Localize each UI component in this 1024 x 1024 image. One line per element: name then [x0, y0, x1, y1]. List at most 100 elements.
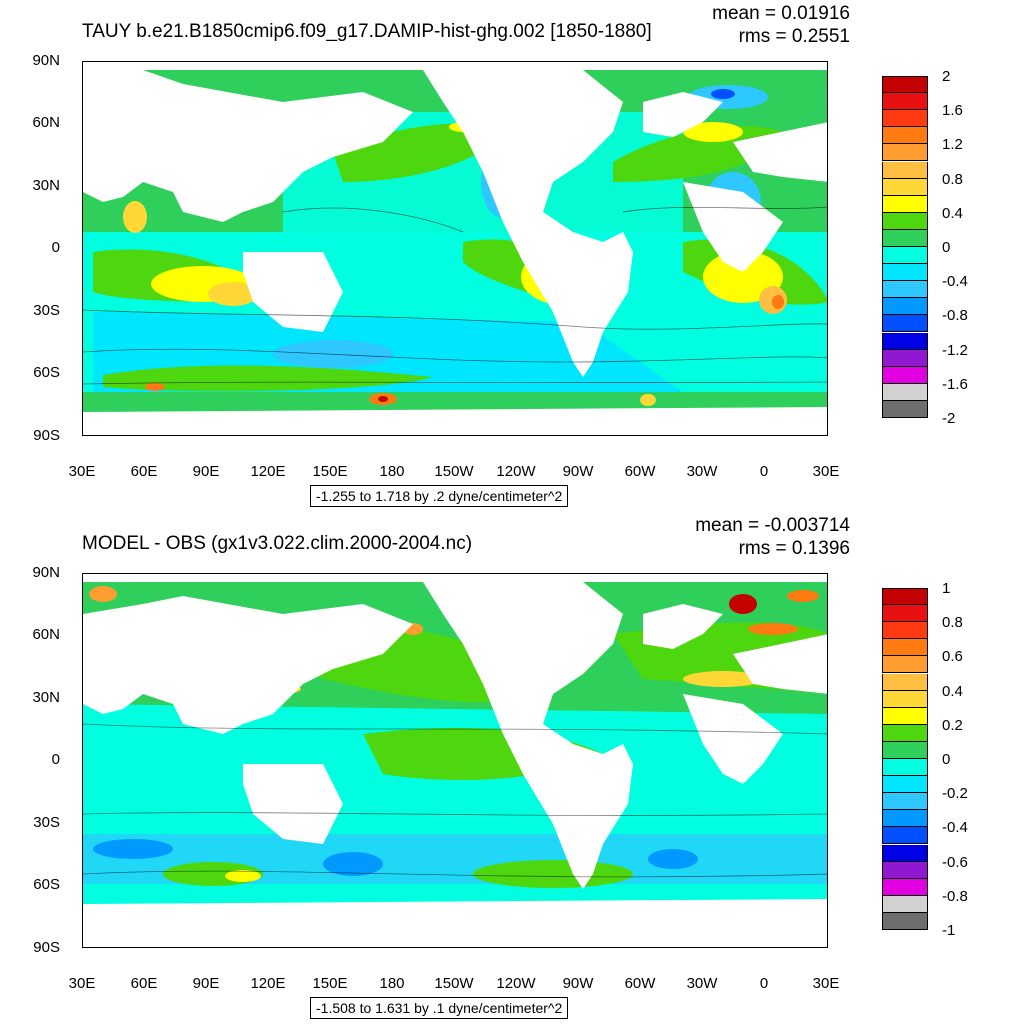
colorbar-swatch	[882, 810, 928, 828]
lon-tick: 90E	[192, 463, 220, 480]
lon-tick: 150E	[312, 463, 348, 480]
colorbar-label: -0.6	[942, 853, 968, 871]
colorbar-label: -1	[942, 922, 956, 939]
colorbar-swatch	[882, 332, 928, 350]
colorbar-label: 0.4	[942, 204, 963, 222]
colorbar-swatch	[882, 861, 928, 879]
lon-tick: 60W	[624, 975, 656, 992]
rms-value: rms = 0.2551	[738, 26, 850, 47]
colorbar-swatch	[882, 178, 928, 196]
colorbar-swatch	[882, 110, 928, 128]
colorbar-swatch	[882, 349, 928, 367]
colorbar-swatch	[882, 264, 928, 282]
chart-title: MODEL - OBS (gx1v3.022.clim.2000-2004.nc…	[82, 533, 473, 554]
contour-info: -1.508 to 1.631 by .1 dyne/centimeter^2	[310, 997, 569, 1019]
top-panel: TAUY b.e21.B1850cmip6.f09_g17.DAMIP-hist…	[32, 3, 968, 507]
ocean-field-map	[83, 62, 827, 435]
colorbar-swatch	[882, 622, 928, 640]
colorbar-swatch	[882, 912, 928, 930]
lat-tick: 90N	[32, 564, 60, 581]
colorbar-swatch	[882, 707, 928, 725]
colorbar-label: -0.4	[942, 819, 968, 837]
colorbar-label: -0.4	[942, 273, 968, 291]
colorbar-swatch	[882, 366, 928, 384]
colorbar-label: 0.8	[942, 170, 963, 188]
lon-tick: 90E	[192, 975, 220, 992]
colorbar-swatch	[882, 315, 928, 333]
lat-tick: 60N	[32, 114, 60, 131]
colorbar-swatch	[882, 878, 928, 896]
colorbar-swatch	[882, 298, 928, 316]
lon-tick: 150W	[434, 975, 474, 992]
colorbar-swatch	[882, 229, 928, 247]
colorbar-swatch	[882, 656, 928, 674]
lon-tick: 120W	[496, 975, 536, 992]
contour-info: -1.255 to 1.718 by .2 dyne/centimeter^2	[310, 485, 569, 507]
lat-tick: 60S	[33, 876, 60, 893]
lat-tick: 90S	[33, 427, 60, 444]
chart-title: TAUY b.e21.B1850cmip6.f09_g17.DAMIP-hist…	[82, 21, 652, 42]
colorbar-swatch	[882, 844, 928, 862]
colorbar-label: -1.2	[942, 341, 968, 359]
lat-tick: 30N	[32, 177, 60, 194]
mean-value: mean = 0.01916	[712, 3, 850, 24]
colorbar-swatch	[882, 281, 928, 299]
colorbar-swatch	[882, 144, 928, 162]
colorbar-label: 1	[942, 580, 951, 597]
colorbar-swatch	[882, 161, 928, 179]
lon-tick: 30E	[812, 463, 840, 480]
colorbar-label: 0	[942, 751, 951, 768]
colorbar-label: 0.4	[942, 682, 963, 700]
colorbar-swatch	[882, 400, 928, 418]
lat-tick: 0	[51, 239, 60, 256]
colorbar-label: 0	[942, 239, 951, 256]
lon-tick: 30E	[68, 975, 96, 992]
lon-tick: 30E	[812, 975, 840, 992]
colorbar-swatch	[882, 895, 928, 913]
lon-tick: 60W	[624, 463, 656, 480]
colorbar-label: -0.8	[942, 307, 968, 325]
ocean-field-map	[83, 574, 827, 947]
colorbar-swatch	[882, 383, 928, 401]
colorbar-swatch	[882, 741, 928, 759]
colorbar-swatch	[882, 793, 928, 811]
lon-tick: 120E	[250, 463, 286, 480]
map-plot	[82, 573, 828, 948]
colorbar-label: 1.2	[942, 136, 963, 154]
lon-tick: 180	[379, 975, 405, 992]
lon-tick: 60E	[130, 975, 158, 992]
colorbar-swatch	[882, 673, 928, 691]
colorbar-swatch	[882, 93, 928, 111]
lon-tick: 150E	[312, 975, 348, 992]
lat-tick: 90S	[33, 939, 60, 956]
lon-tick: 30E	[68, 463, 96, 480]
lon-tick: 60E	[130, 463, 158, 480]
colorbar-swatch	[882, 639, 928, 657]
lat-tick: 30S	[33, 814, 60, 831]
colorbar-label: 2	[942, 68, 951, 85]
colorbar-swatch	[882, 247, 928, 265]
lon-tick: 0	[759, 975, 769, 992]
mean-value: mean = -0.003714	[695, 515, 850, 536]
lat-tick: 0	[51, 751, 60, 768]
colorbar-label: -0.8	[942, 887, 968, 905]
lat-tick: 30N	[32, 689, 60, 706]
colorbar-swatch	[882, 588, 928, 606]
colorbar-swatch	[882, 212, 928, 230]
lon-tick: 180	[379, 463, 405, 480]
bottom-panel: MODEL - OBS (gx1v3.022.clim.2000-2004.nc…	[0, 512, 1024, 1024]
colorbar-swatch	[882, 690, 928, 708]
lon-tick: 30W	[686, 975, 718, 992]
colorbar-label: 0.8	[942, 614, 963, 632]
lon-tick: 90W	[562, 975, 594, 992]
lat-tick: 30S	[33, 302, 60, 319]
lat-tick: 60N	[32, 626, 60, 643]
lon-tick: 30W	[686, 463, 718, 480]
lon-tick: 90W	[562, 463, 594, 480]
lon-tick: 120E	[250, 975, 286, 992]
lon-tick: 120W	[496, 463, 536, 480]
colorbar-label: -0.2	[942, 785, 968, 803]
colorbar-swatch	[882, 827, 928, 845]
map-plot	[82, 61, 828, 436]
colorbar-swatch	[882, 127, 928, 145]
